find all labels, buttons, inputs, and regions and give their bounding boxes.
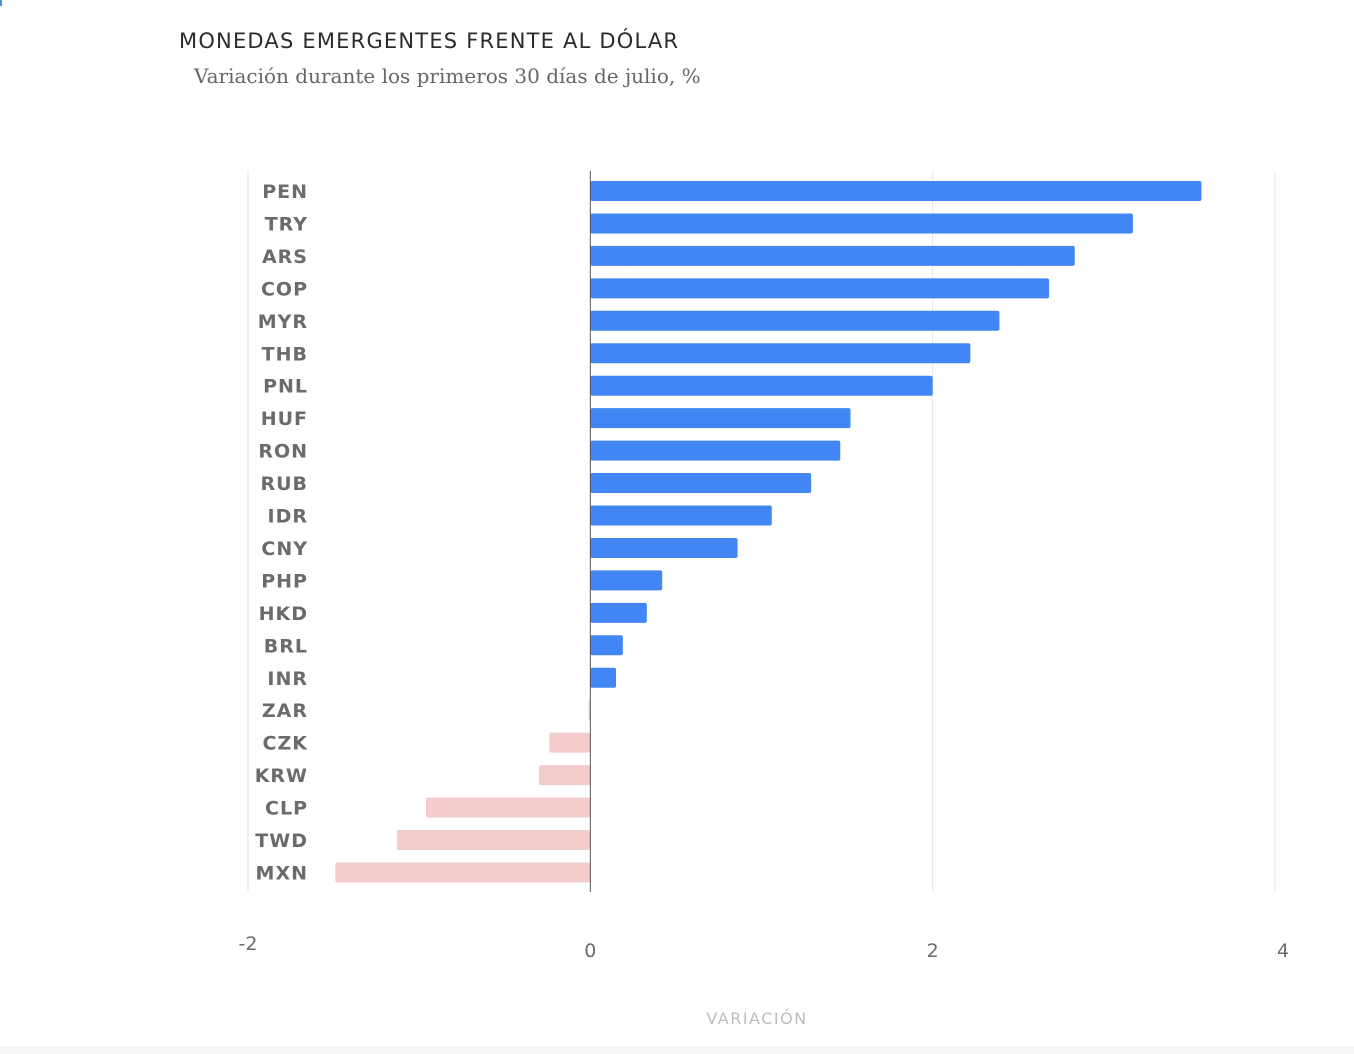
bar-ars [590, 245, 1075, 266]
category-label-hkd: HKD [259, 603, 308, 625]
category-label-twd: TWD [255, 830, 308, 852]
x-tick-labels: -2 0 2 4 [239, 933, 1290, 962]
footer-strip [0, 1046, 1354, 1054]
bar-clp [426, 797, 591, 818]
bar-try [590, 213, 1133, 234]
x-tick-label-3: 4 [1277, 940, 1289, 962]
category-label-cny: CNY [261, 538, 308, 560]
bar-ron [590, 440, 841, 461]
x-tick-label-2: 2 [927, 940, 939, 962]
bar-czk [549, 732, 591, 753]
bar-cny [590, 537, 738, 558]
bar-cop [590, 278, 1050, 299]
category-label-thb: THB [262, 343, 308, 365]
category-label-ars: ARS [262, 246, 308, 268]
category-label-mxn: MXN [256, 862, 308, 884]
bar-pen [590, 181, 1202, 201]
corner-marker [0, 0, 2, 6]
bar-pnl [590, 375, 933, 396]
bar-thb [590, 343, 971, 364]
bar-twd [396, 830, 591, 850]
category-label-idr: IDR [268, 506, 308, 528]
category-label-brl: BRL [264, 635, 308, 657]
category-label-zar: ZAR [262, 700, 308, 722]
bar-hkd [590, 602, 647, 623]
category-label-huf: HUF [261, 408, 308, 430]
chart-title: MONEDAS EMERGENTES FRENTE AL DÓLAR [179, 29, 680, 53]
bar-mxn [335, 862, 591, 883]
bar-brl [590, 635, 623, 656]
category-labels: PEN TRY ARS COP MYR THB PNL HUF RON RUB IDR CNY PHP H… [255, 181, 309, 884]
category-label-inr: INR [267, 668, 308, 690]
category-label-cop: COP [261, 278, 308, 300]
category-label-clp: CLP [265, 798, 308, 820]
category-label-php: PHP [261, 570, 308, 592]
category-label-krw: KRW [255, 765, 308, 787]
bars [335, 181, 1202, 883]
category-label-rub: RUB [260, 473, 308, 495]
chart-subtitle: Variación durante los primeros 30 días d… [194, 64, 701, 88]
bar-rub [590, 473, 812, 494]
bar-idr [590, 505, 772, 526]
x-axis-title: VARIACIÓN [706, 1009, 807, 1028]
category-label-try: TRY [265, 213, 308, 235]
bar-php [590, 570, 663, 591]
x-tick-label-1: 0 [584, 940, 596, 962]
category-label-myr: MYR [258, 311, 308, 333]
bar-huf [590, 408, 851, 429]
category-label-pen: PEN [262, 181, 308, 203]
bar-myr [590, 310, 1000, 331]
bar-inr [590, 667, 617, 688]
category-label-ron: RON [258, 441, 308, 463]
x-tick-label-0: -2 [239, 933, 258, 955]
bar-krw [538, 765, 591, 786]
category-label-pnl: PNL [263, 376, 308, 398]
category-label-czk: CZK [263, 733, 309, 755]
